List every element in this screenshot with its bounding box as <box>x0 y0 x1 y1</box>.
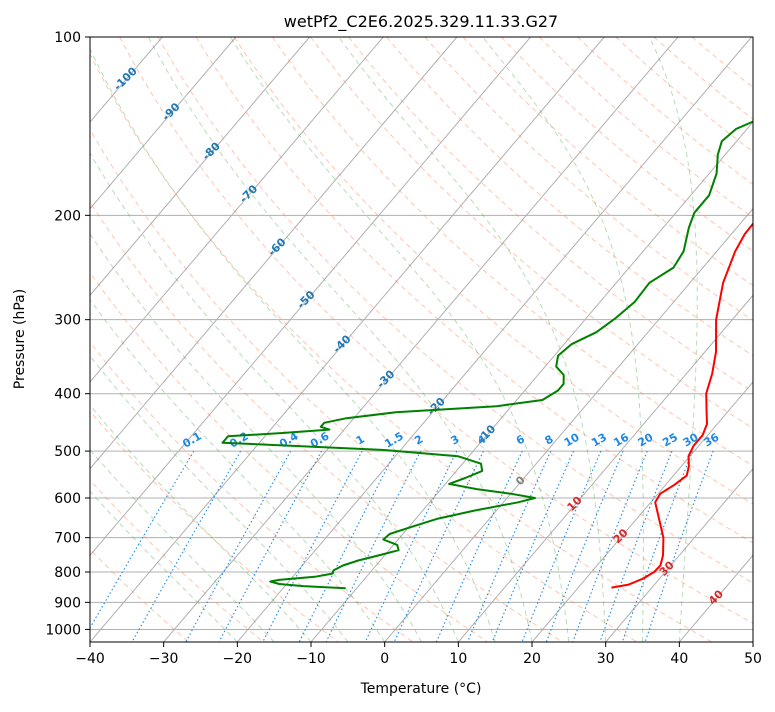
x-tick-label: 0 <box>380 651 389 667</box>
x-tick-label: 40 <box>670 651 688 667</box>
y-tick-label: 300 <box>54 313 81 329</box>
y-tick-label: 600 <box>54 491 81 507</box>
y-tick-label: 100 <box>54 30 81 46</box>
x-tick-label: −20 <box>223 651 253 667</box>
y-tick-label: 700 <box>54 531 81 547</box>
y-tick-label: 1000 <box>45 622 81 638</box>
chart-title: wetPf2_C2E6.2025.329.11.33.G27 <box>284 12 558 32</box>
x-tick-label: 20 <box>523 651 541 667</box>
x-tick-label: −30 <box>149 651 179 667</box>
y-tick-label: 800 <box>54 565 81 581</box>
y-axis-label: Pressure (hPa) <box>12 289 28 389</box>
y-tick-label: 500 <box>54 444 81 460</box>
y-tick-label: 400 <box>54 387 81 403</box>
x-tick-label: −10 <box>296 651 326 667</box>
x-tick-label: −40 <box>75 651 105 667</box>
y-tick-label: 200 <box>54 208 81 224</box>
x-axis-label: Temperature (°C) <box>360 681 482 697</box>
x-tick-label: 50 <box>744 651 762 667</box>
x-tick-label: 10 <box>449 651 467 667</box>
y-tick-label: 900 <box>54 595 81 611</box>
x-tick-label: 30 <box>597 651 615 667</box>
